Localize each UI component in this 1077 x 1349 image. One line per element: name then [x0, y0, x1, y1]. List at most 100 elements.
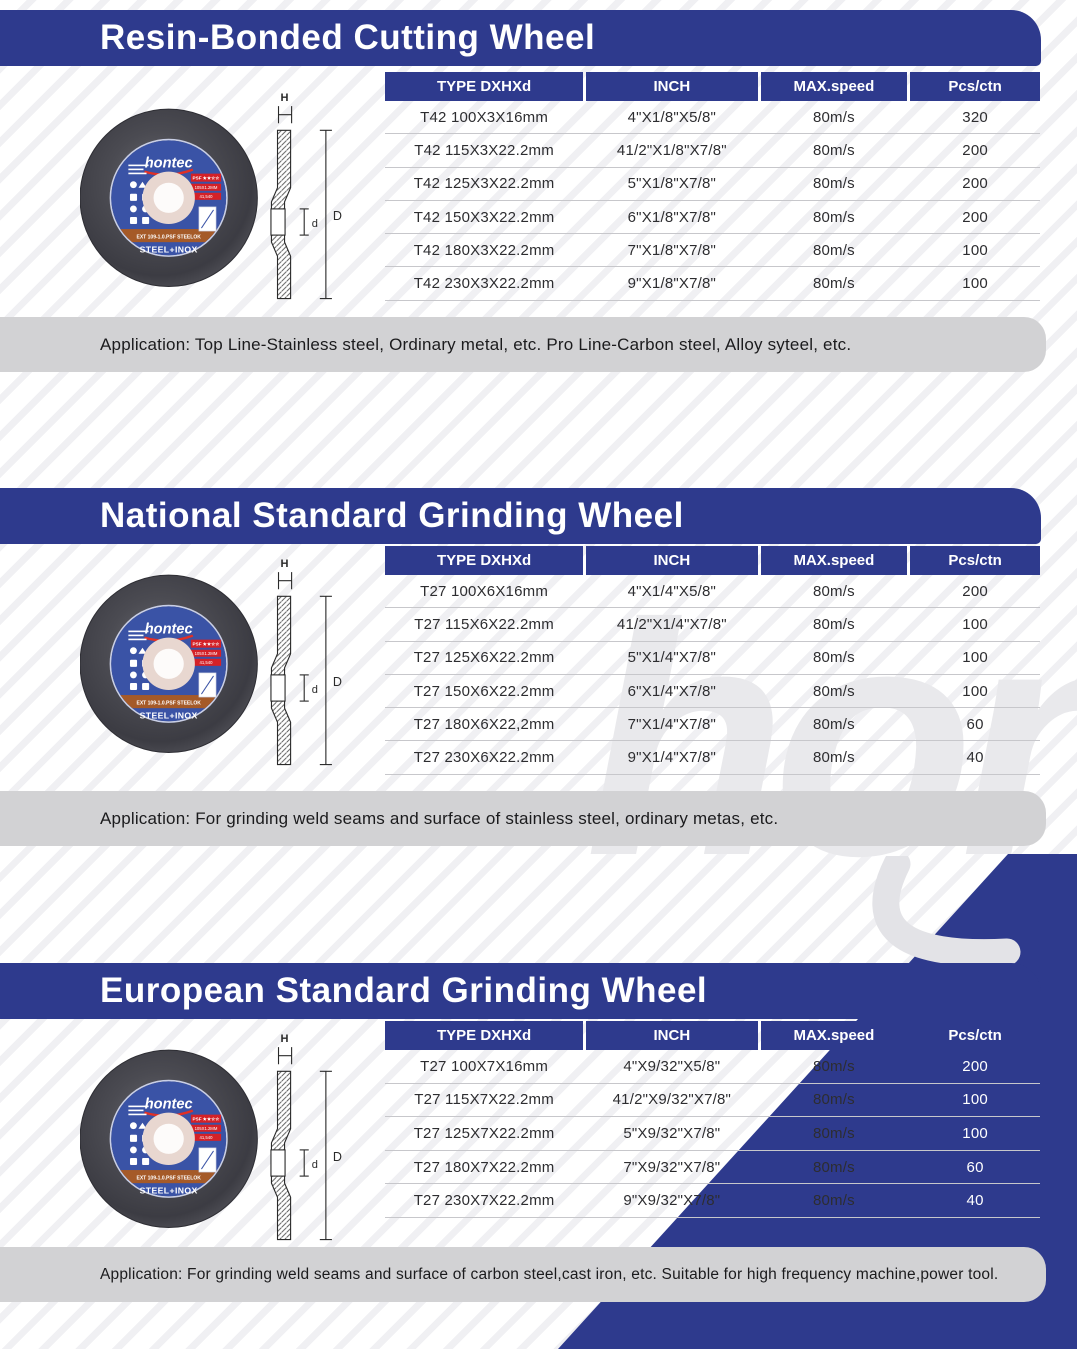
application-bar: Application: For grinding weld seams and…	[0, 791, 1046, 846]
dim-label-D: D	[333, 209, 342, 223]
badge-psf: PSF ★★☆☆	[193, 1117, 221, 1122]
spec-badges: PSF ★★☆☆ 105X1.2MM 41,540	[190, 1114, 222, 1141]
table-cell: 4"X9/32"X5/8"	[623, 1057, 721, 1075]
wheel-band-text: EXT 109-1.0.PSF STEELOK	[136, 1176, 201, 1182]
label-band	[111, 1170, 227, 1184]
column-header: MAX.speed	[760, 72, 908, 101]
column-header-label: Pcs/ctn	[948, 552, 1002, 569]
spec-badges: PSF ★★☆☆ 105X1.2MM 41,540	[190, 173, 222, 200]
product-section: European Standard Grinding Wheel	[0, 953, 1077, 1349]
abrasive-disc: hontec	[79, 1049, 258, 1228]
arbor-hole-section	[270, 1149, 286, 1177]
badge-rpm: 41,540	[200, 194, 214, 199]
wheel-and-diagram-svg: hontec	[79, 558, 342, 766]
table-cell: 100	[962, 241, 988, 259]
column-header-label: Pcs/ctn	[948, 78, 1002, 95]
product-section: Resin-Bonded Cutting Wheel	[0, 0, 1077, 440]
column-header: Pcs/ctn	[910, 72, 1040, 101]
table-cell: 100	[962, 682, 988, 700]
table-row: T42 100X3X16mm 4"X1/8"X5/8" 80m/s 320	[385, 101, 1040, 135]
table-cell: 4"X1/8"X5/8"	[627, 108, 717, 126]
arbor-hole	[153, 182, 184, 213]
table-row: T42 180X3X22.2mm 7"X1/8"X7/8" 80m/s 100	[385, 234, 1040, 268]
table-cell: T27 230X7X22.2mm	[413, 1192, 555, 1210]
column-header: TYPE DXHXd	[385, 546, 584, 575]
table-cell: 40	[966, 749, 984, 767]
table-cell: 100	[962, 275, 988, 293]
column-header-label: INCH	[653, 78, 691, 95]
table-cell: 80m/s	[812, 141, 855, 159]
badge-rpm: 41,540	[200, 660, 214, 665]
column-header-label: TYPE DXHXd	[436, 78, 532, 95]
table-cell: 200	[962, 208, 988, 226]
wheel-bottom-text: STEEL+INOX	[140, 1186, 198, 1196]
dim-label-h: H	[281, 92, 289, 104]
cross-section-diagram: H d D	[270, 92, 342, 300]
dim-label-d: d	[312, 684, 318, 696]
column-header-label: Pcs/ctn	[948, 1027, 1002, 1044]
table-row: T42 115X3X22.2mm 41/2"X1/8"X7/8" 80m/s 2…	[385, 134, 1040, 168]
table-row: T27 230X6X22.2mm 9"X1/4"X7/8" 80m/s 40	[385, 741, 1040, 775]
table-row: T27 150X6X22.2mm 6"X1/4"X7/8" 80m/s 100	[385, 675, 1040, 709]
badge-psf: PSF ★★☆☆	[193, 176, 221, 181]
spec-table: TYPE DXHXd INCH MAX.speed Pcs/ctn T42 10…	[385, 72, 1040, 301]
table-cell: 41/2"X9/32"X7/8"	[612, 1091, 732, 1109]
application-bar: Application: Top Line-Stainless steel, O…	[0, 317, 1046, 372]
table-cell: 200	[962, 1057, 988, 1075]
table-cell: 9"X1/4"X7/8"	[627, 749, 717, 767]
label-band	[111, 695, 227, 709]
column-header-label: MAX.speed	[793, 78, 875, 95]
section-header-bar: European Standard Grinding Wheel	[0, 963, 1041, 1019]
table-cell: 41/2"X1/8"X7/8"	[616, 141, 727, 159]
dim-label-D: D	[333, 675, 342, 689]
table-cell: 80m/s	[812, 615, 855, 633]
table-cell: 7"X9/32"X7/8"	[623, 1158, 721, 1176]
column-header: TYPE DXHXd	[385, 1021, 584, 1050]
spec-table: TYPE DXHXd INCH MAX.speed Pcs/ctn T27 10…	[385, 1021, 1040, 1218]
table-row: T27 180X6X22,2mm 7"X1/4"X7/8" 80m/s 60	[385, 708, 1040, 742]
table-cell: T42 125X3X22.2mm	[413, 175, 555, 193]
column-header-label: TYPE DXHXd	[436, 552, 532, 569]
wheel-band-text: EXT 109-1.0.PSF STEELOK	[136, 701, 201, 707]
table-row: T27 115X7X22.2mm 41/2"X9/32"X7/8" 80m/s …	[385, 1084, 1040, 1118]
table-header-row: TYPE DXHXd INCH MAX.speed Pcs/ctn	[385, 1021, 1040, 1050]
table-cell: T27 150X6X22.2mm	[413, 682, 555, 700]
wheel-illustration: hontec	[79, 1031, 342, 1253]
section-title: European Standard Grinding Wheel	[100, 971, 708, 1010]
table-cell: 40	[966, 1192, 984, 1210]
column-header: Pcs/ctn	[910, 546, 1040, 575]
table-cell: 5"X1/4"X7/8"	[627, 649, 717, 667]
abrasive-disc: hontec	[79, 574, 258, 753]
table-cell: 80m/s	[812, 108, 855, 126]
badge-size: 105X1.2MM	[195, 185, 218, 190]
dim-label-d: d	[312, 1159, 318, 1171]
table-cell: T42 180X3X22.2mm	[413, 241, 555, 259]
table-body: T27 100X7X16mm 4"X9/32"X5/8" 80m/s 200 T…	[385, 1050, 1040, 1218]
section-header-bar: Resin-Bonded Cutting Wheel	[0, 10, 1041, 66]
table-cell: 4"X1/4"X5/8"	[627, 582, 717, 600]
wheel-band-text: EXT 109-1.0.PSF STEELOK	[136, 235, 201, 241]
table-cell: 41/2"X1/4"X7/8"	[616, 615, 727, 633]
table-cell: 80m/s	[812, 1091, 855, 1109]
column-header: INCH	[586, 72, 758, 101]
table-cell: T42 115X3X22.2mm	[414, 141, 554, 159]
cert-mark	[198, 206, 217, 232]
dim-label-h: H	[281, 1033, 289, 1045]
table-cell: 80m/s	[812, 175, 855, 193]
dim-label-d: d	[312, 218, 318, 230]
table-cell: 320	[962, 108, 988, 126]
table-cell: 7"X1/4"X7/8"	[627, 715, 717, 733]
table-cell: 200	[962, 175, 988, 193]
table-cell: 9"X1/8"X7/8"	[627, 275, 717, 293]
table-cell: T27 230X6X22.2mm	[413, 749, 555, 767]
label-band	[111, 229, 227, 243]
table-header-row: TYPE DXHXd INCH MAX.speed Pcs/ctn	[385, 546, 1040, 575]
column-header-label: TYPE DXHXd	[436, 1027, 532, 1044]
table-row: T27 100X6X16mm 4"X1/4"X5/8" 80m/s 200	[385, 575, 1040, 609]
table-cell: 80m/s	[812, 749, 855, 767]
arbor-hole	[153, 1123, 184, 1154]
column-header: MAX.speed	[760, 1021, 908, 1050]
section-header-bar: National Standard Grinding Wheel	[0, 488, 1041, 544]
column-header: INCH	[586, 546, 758, 575]
